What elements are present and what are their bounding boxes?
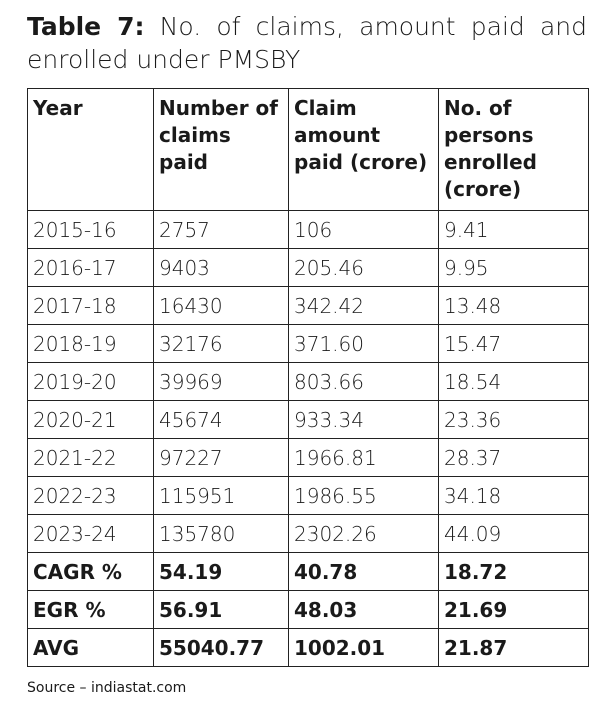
cell: 21.69 bbox=[438, 590, 589, 629]
cell: 28.37 bbox=[438, 438, 589, 477]
data-row: 2015-16 2757 106 9.41 bbox=[27, 210, 589, 249]
cell: 39969 bbox=[153, 362, 289, 401]
cell: 115951 bbox=[153, 476, 289, 515]
cell: 55040.77 bbox=[153, 628, 289, 667]
cell: AVG bbox=[27, 628, 154, 667]
data-row: 2020-21 45674 933.34 23.36 bbox=[27, 400, 589, 439]
cell: CAGR % bbox=[27, 552, 154, 591]
cell: 54.19 bbox=[153, 552, 289, 591]
source: Source – indiastat.com bbox=[27, 680, 187, 696]
cell: 2020-21 bbox=[27, 400, 154, 439]
cell: 2018-19 bbox=[27, 324, 154, 363]
data-row: 2021-22 97227 1966.81 28.37 bbox=[27, 438, 589, 477]
cell: 34.18 bbox=[438, 476, 589, 515]
cell: 2017-18 bbox=[27, 286, 154, 325]
header-cell: Number of claims paid bbox=[153, 88, 289, 211]
cell: 1966.81 bbox=[288, 438, 439, 477]
cell: 135780 bbox=[153, 514, 289, 553]
cell: 21.87 bbox=[438, 628, 589, 667]
title-label: Table 7: bbox=[27, 12, 145, 41]
cell: 2016-17 bbox=[27, 248, 154, 287]
header-cell: Claim amount paid (crore) bbox=[288, 88, 439, 211]
cell: 803.66 bbox=[288, 362, 439, 401]
cell: 1986.55 bbox=[288, 476, 439, 515]
data-row: 2017-18 16430 342.42 13.48 bbox=[27, 286, 589, 325]
cell: 18.54 bbox=[438, 362, 589, 401]
summary-row: EGR % 56.91 48.03 21.69 bbox=[27, 590, 589, 629]
cell: 2022-23 bbox=[27, 476, 154, 515]
cell: 45674 bbox=[153, 400, 289, 439]
title: Table 7: No. of claims, amount paid and … bbox=[27, 10, 587, 76]
cell: 9403 bbox=[153, 248, 289, 287]
cell: 9.95 bbox=[438, 248, 589, 287]
title-text: No. of claims, amount paid and enrolled … bbox=[27, 12, 588, 74]
data-row: 2022-23 115951 1986.55 34.18 bbox=[27, 476, 589, 515]
cell: 205.46 bbox=[288, 248, 439, 287]
data-row: 2019-20 39969 803.66 18.54 bbox=[27, 362, 589, 401]
cell: 2019-20 bbox=[27, 362, 154, 401]
cell: 933.34 bbox=[288, 400, 439, 439]
cell: 2302.26 bbox=[288, 514, 439, 553]
summary-row: CAGR % 54.19 40.78 18.72 bbox=[27, 552, 589, 591]
cell: 40.78 bbox=[288, 552, 439, 591]
cell: 2757 bbox=[153, 210, 289, 249]
summary-row: AVG 55040.77 1002.01 21.87 bbox=[27, 628, 589, 667]
header-cell: No. of persons enrolled (crore) bbox=[438, 88, 589, 211]
cell: 56.91 bbox=[153, 590, 289, 629]
cell: 32176 bbox=[153, 324, 289, 363]
cell: 2021-22 bbox=[27, 438, 154, 477]
header-row: Year Number of claims paid Claim amount pa… bbox=[27, 88, 589, 211]
data-row: 2016-17 9403 205.46 9.95 bbox=[27, 248, 589, 287]
cell: 15.47 bbox=[438, 324, 589, 363]
cell: 1002.01 bbox=[288, 628, 439, 667]
cell: 13.48 bbox=[438, 286, 589, 325]
cell: EGR % bbox=[27, 590, 154, 629]
cell: 2023-24 bbox=[27, 514, 154, 553]
data-row: 2023-24 135780 2302.26 44.09 bbox=[27, 514, 589, 553]
cell: 48.03 bbox=[288, 590, 439, 629]
cell: 23.36 bbox=[438, 400, 589, 439]
cell: 9.41 bbox=[438, 210, 589, 249]
data-row: 2018-19 32176 371.60 15.47 bbox=[27, 324, 589, 363]
cell: 16430 bbox=[153, 286, 289, 325]
table: Year Number of claims paid Claim amount pa… bbox=[27, 88, 589, 667]
cell: 44.09 bbox=[438, 514, 589, 553]
cell: 106 bbox=[288, 210, 439, 249]
header-cell: Year bbox=[27, 88, 154, 211]
cell: 371.60 bbox=[288, 324, 439, 363]
cell: 18.72 bbox=[438, 552, 589, 591]
cell: 2015-16 bbox=[27, 210, 154, 249]
cell: 342.42 bbox=[288, 286, 439, 325]
cell: 97227 bbox=[153, 438, 289, 477]
